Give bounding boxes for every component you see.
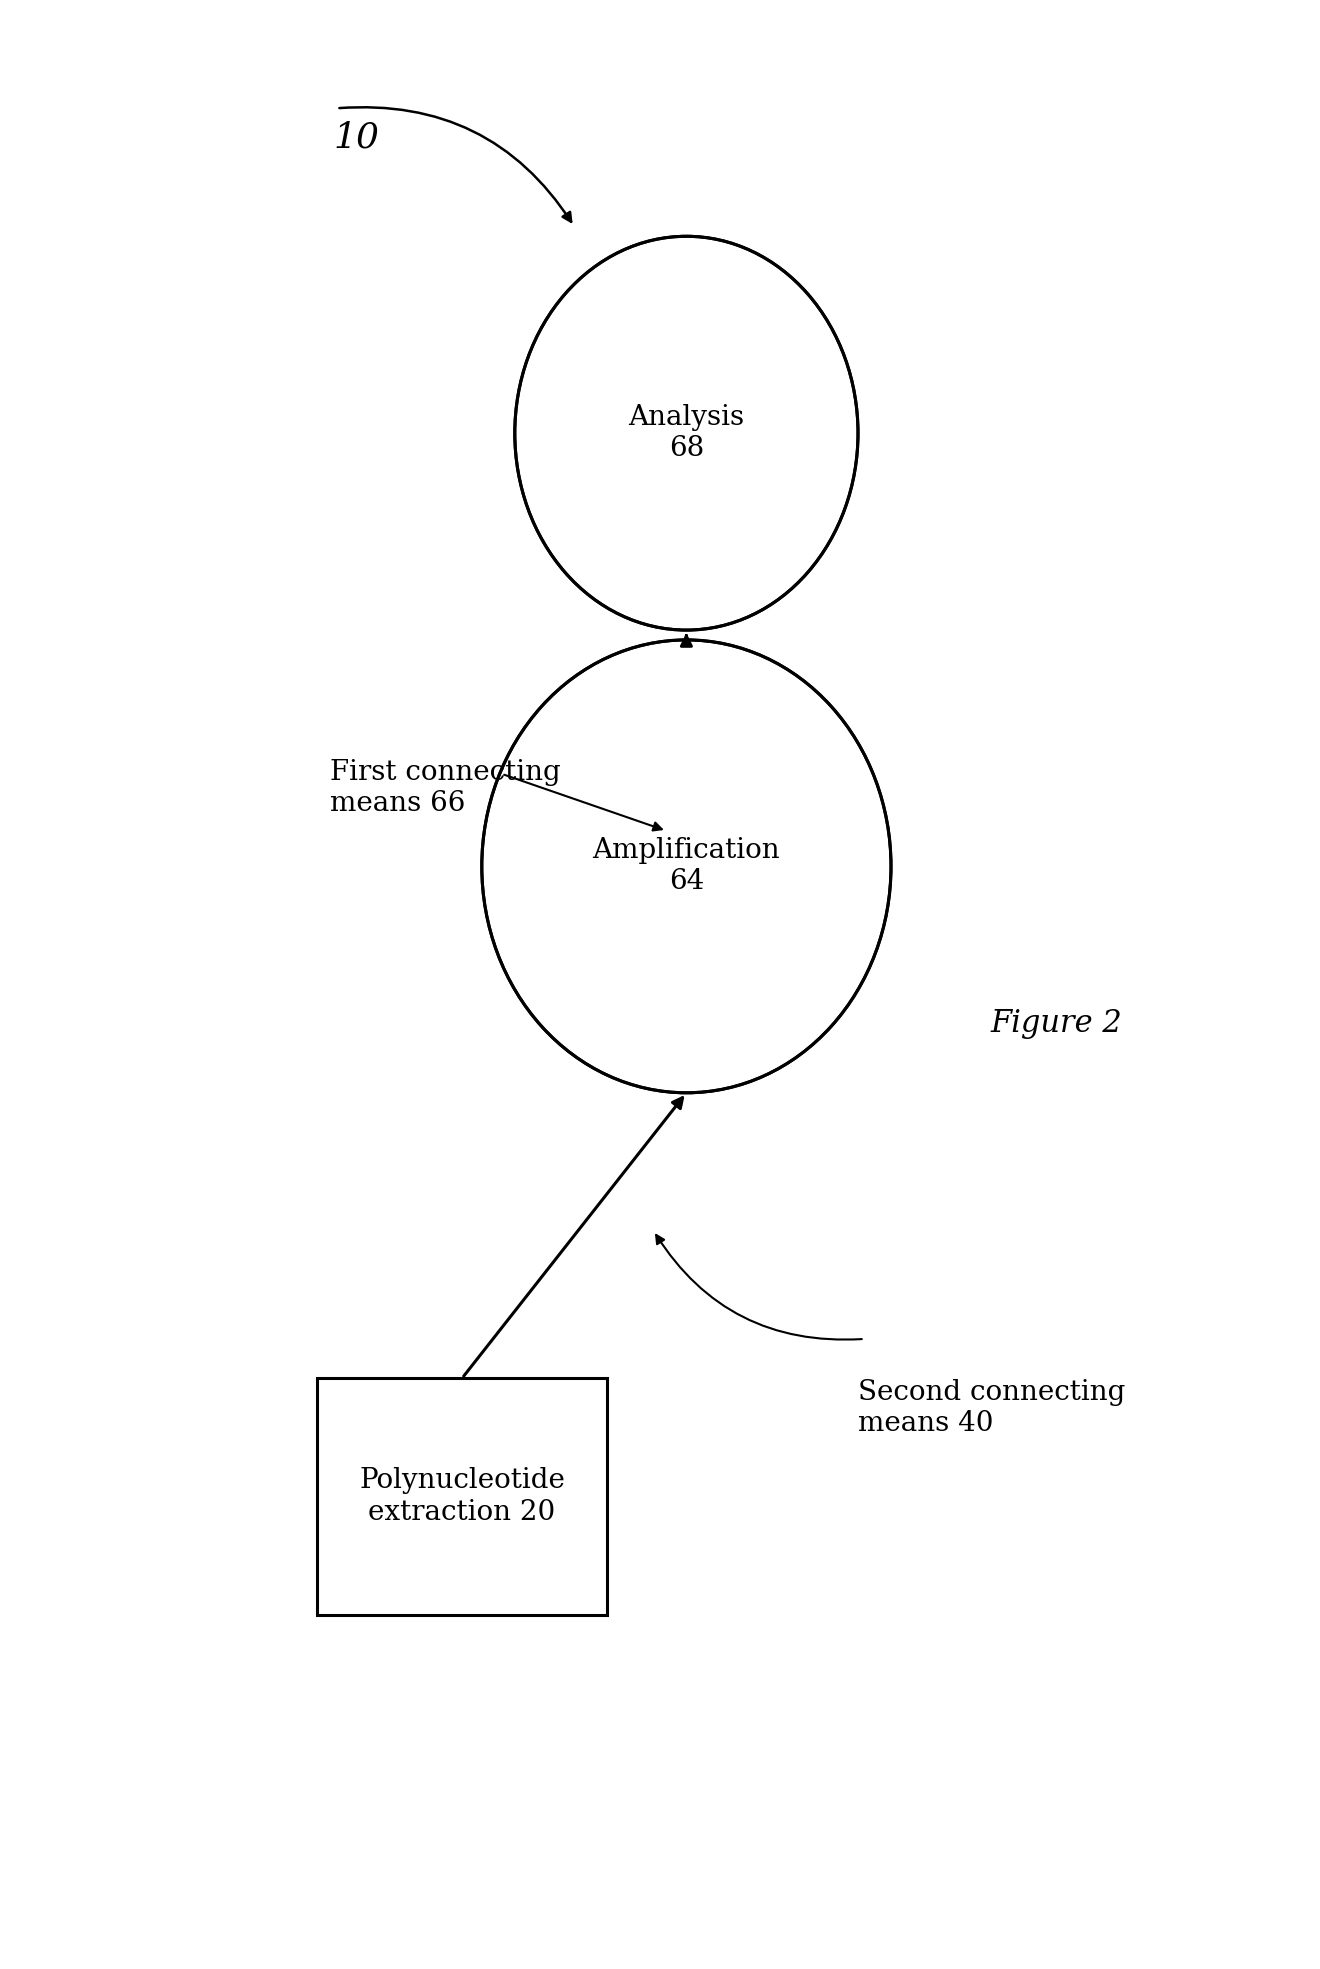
Text: Analysis
68: Analysis 68 [628,404,744,463]
Text: Polynucleotide
extraction 20: Polynucleotide extraction 20 [359,1467,565,1526]
FancyBboxPatch shape [317,1378,607,1615]
Text: Second connecting
means 40: Second connecting means 40 [858,1378,1126,1437]
Text: Amplification
64: Amplification 64 [593,837,780,896]
Ellipse shape [515,236,858,630]
Text: Figure 2: Figure 2 [990,1008,1122,1040]
Ellipse shape [482,640,891,1093]
Text: 10: 10 [334,120,379,156]
Text: First connecting
means 66: First connecting means 66 [330,758,561,817]
